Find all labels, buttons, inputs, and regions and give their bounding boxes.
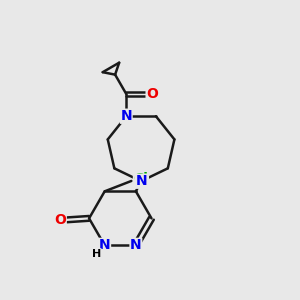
Text: O: O <box>146 87 158 101</box>
Text: H: H <box>92 249 101 259</box>
Text: N: N <box>120 109 132 123</box>
Text: O: O <box>54 213 66 227</box>
Text: N: N <box>99 238 110 252</box>
Text: N: N <box>135 174 147 188</box>
Text: N: N <box>130 238 142 252</box>
Text: Cl: Cl <box>134 172 148 186</box>
